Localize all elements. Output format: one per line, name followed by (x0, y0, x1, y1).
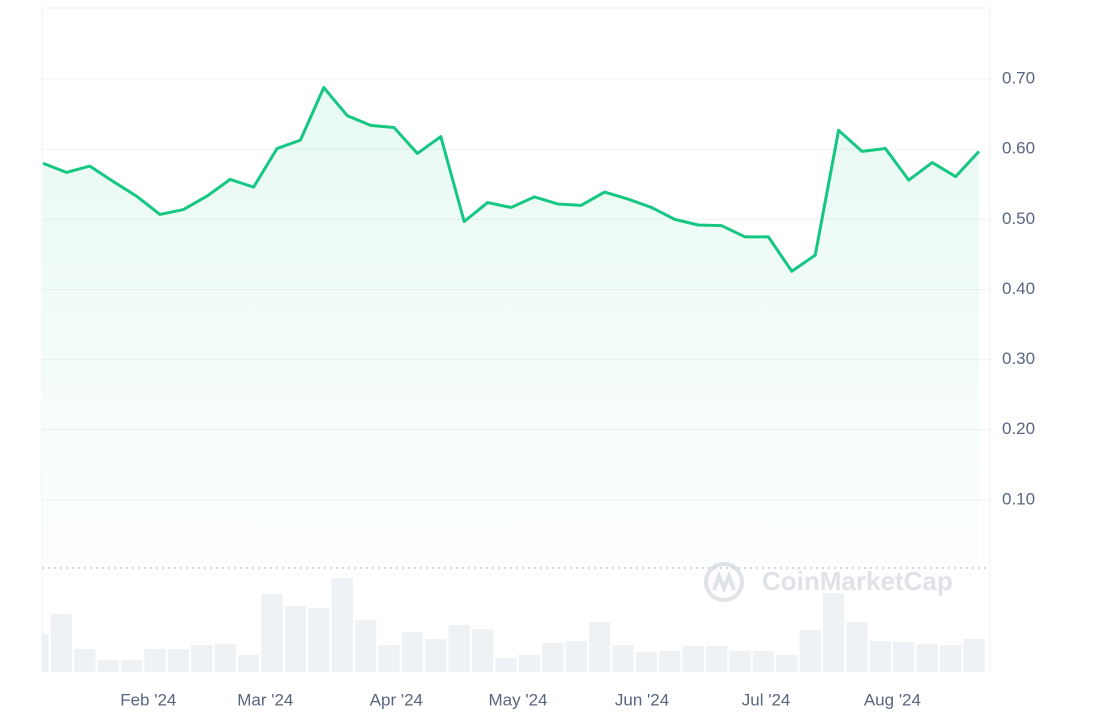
volume-bar (120, 660, 143, 672)
volume-bar (354, 620, 377, 672)
x-tick-label: May '24 (489, 690, 548, 709)
volume-bar (565, 641, 587, 672)
volume-bar (705, 646, 728, 672)
x-tick-label: Apr '24 (370, 690, 423, 709)
volume-bar (214, 644, 236, 672)
volume-bar (42, 634, 49, 672)
volume-bar (401, 632, 424, 672)
x-tick-label: Jun '24 (615, 690, 669, 709)
volume-bar (97, 660, 119, 672)
volume-bar (588, 622, 611, 672)
volume-bar (448, 625, 470, 672)
y-tick-label: 0.40 (1002, 279, 1035, 298)
volume-bar (331, 578, 353, 672)
volume-bar (799, 630, 821, 672)
volume-bar (822, 593, 845, 672)
y-tick-label: 0.60 (1002, 139, 1035, 158)
volume-bar (776, 655, 798, 672)
volume-bar (729, 651, 751, 672)
volume-bar (916, 644, 938, 672)
volume-bar (74, 649, 96, 672)
volume-bar (752, 651, 775, 672)
volume-bar (167, 649, 190, 672)
volume-bar (237, 655, 260, 672)
volume-bar (471, 629, 494, 672)
volume-bar (495, 658, 517, 672)
volume-bar (893, 642, 915, 672)
volume-bar (284, 606, 307, 672)
y-tick-label: 0.20 (1002, 419, 1035, 438)
y-tick-label: 0.10 (1002, 489, 1035, 508)
volume-bar (682, 646, 704, 672)
watermark-logo-mark (712, 570, 736, 594)
volume-bar (518, 655, 541, 672)
y-tick-label: 0.30 (1002, 349, 1035, 368)
volume-bar (308, 608, 330, 672)
volume-bar (612, 645, 634, 672)
volume-bar (261, 594, 283, 672)
x-tick-label: Feb '24 (120, 690, 176, 709)
volume-bar (659, 651, 681, 672)
volume-bar (542, 643, 564, 672)
x-tick-label: Aug '24 (864, 690, 921, 709)
volume-bars (42, 578, 985, 672)
watermark-text: CoinMarketCap (762, 566, 953, 596)
price-line (42, 86, 981, 273)
volume-bar (191, 645, 213, 672)
area (43, 87, 979, 570)
x-tick-label: Mar '24 (237, 690, 293, 709)
volume-bar (635, 652, 658, 672)
y-tick-label: 0.50 (1002, 209, 1035, 228)
watermark: CoinMarketCap (704, 562, 953, 602)
volume-bar (963, 639, 985, 672)
volume-bar (378, 645, 400, 672)
volume-bar (144, 649, 166, 672)
x-tick-label: Jul '24 (742, 690, 791, 709)
volume-bar (939, 645, 962, 672)
volume-bar (846, 622, 868, 672)
volume-bar (425, 639, 447, 672)
y-tick-label: 0.70 (1002, 69, 1035, 88)
volume-bar (869, 641, 892, 672)
volume-bar (50, 614, 73, 672)
